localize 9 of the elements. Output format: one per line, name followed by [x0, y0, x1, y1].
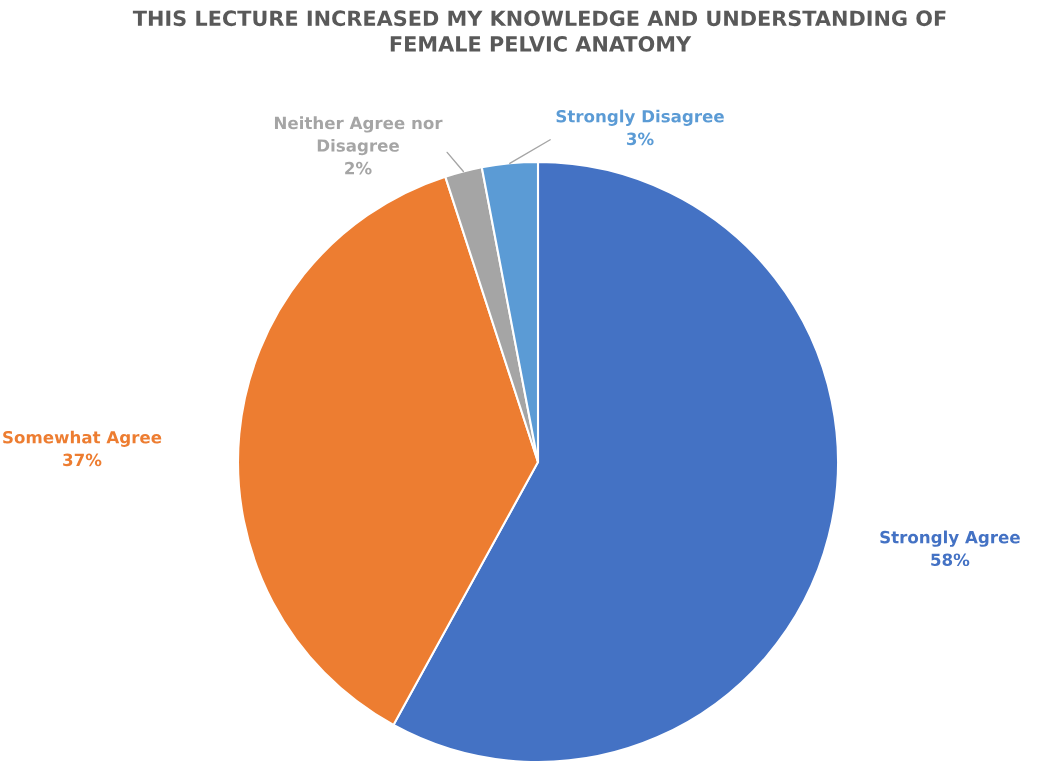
- slice-label: Strongly Agree: [880, 530, 1020, 547]
- slice-label: Neither Agree nor Disagree: [274, 116, 443, 156]
- data-label: 3%: [626, 132, 654, 146]
- data-label: 2%: [345, 161, 372, 175]
- data-label: 58%: [931, 553, 970, 567]
- slice-label: Somewhat Agree: [3, 430, 162, 447]
- slice-label: Strongly Disagree: [556, 109, 724, 126]
- data-label: 37%: [63, 453, 102, 467]
- chart-title: THIS LECTURE INCREASED MY KNOWLEDGE AND UNDERSTANDING OF FEMALE PELVIC ANATOMY: [132, 10, 946, 52]
